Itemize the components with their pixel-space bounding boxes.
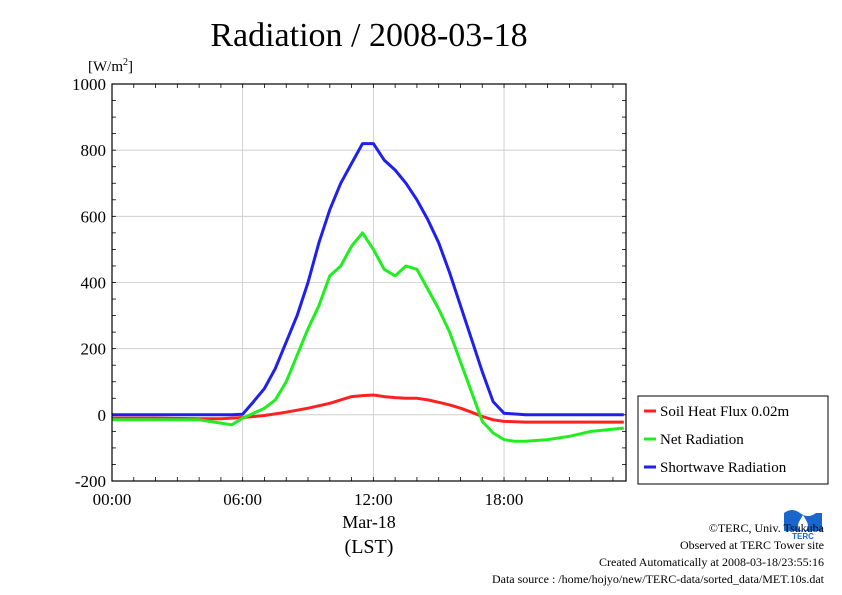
chart-title: Radiation / 2008-03-18 [210,17,527,54]
y-tick-label: 400 [81,274,107,293]
series-line-2 [112,142,624,417]
legend-label-0: Soil Heat Flux 0.02m [660,404,790,420]
copyright-text: ©TERC, Univ. Tsukuba [708,521,824,535]
terc-logo-drop-icon [798,515,808,531]
chart-legend: Soil Heat Flux 0.02m Net Radiation Shortwa… [637,395,829,485]
legend-label-1: Net Radiation [660,432,744,448]
legend-box [637,395,829,485]
y-tick-label: 0 [98,406,107,425]
terc-logo-text: TERC [792,532,814,541]
x-axis-date-label: Mar-18 [342,512,396,532]
y-tick-label: 200 [81,340,107,359]
data-source-text: Data source : /home/hojyo/new/TERC-data/… [491,572,824,586]
x-tick-label: 18:00 [485,490,524,509]
x-tick-label: 00:00 [93,490,132,509]
y-tick-label: -200 [75,472,106,491]
y-tick-label: 600 [81,207,107,226]
terc-logo: TERC [782,505,824,541]
y-tick-label: 1000 [72,75,106,94]
created-text: Created Automatically at 2008-03-18/23:5… [599,555,824,569]
y-tick-label: 800 [81,141,107,160]
series-line-0 [112,393,624,424]
plot-frame [111,83,627,482]
series-line-1 [112,231,624,443]
x-tick-label: 06:00 [223,490,262,509]
x-tick-label: 12:00 [354,490,393,509]
observed-text: Observed at TERC Tower site [679,538,824,552]
y-axis-unit-label: [W/m2] [88,57,133,75]
legend-label-2: Shortwave Radiation [660,460,787,476]
x-axis-unit-label: (LST) [345,536,394,558]
plot-area: -200 0 200 400 600 800 1000 00:00 06:00 12:00 18:0… [72,75,627,509]
